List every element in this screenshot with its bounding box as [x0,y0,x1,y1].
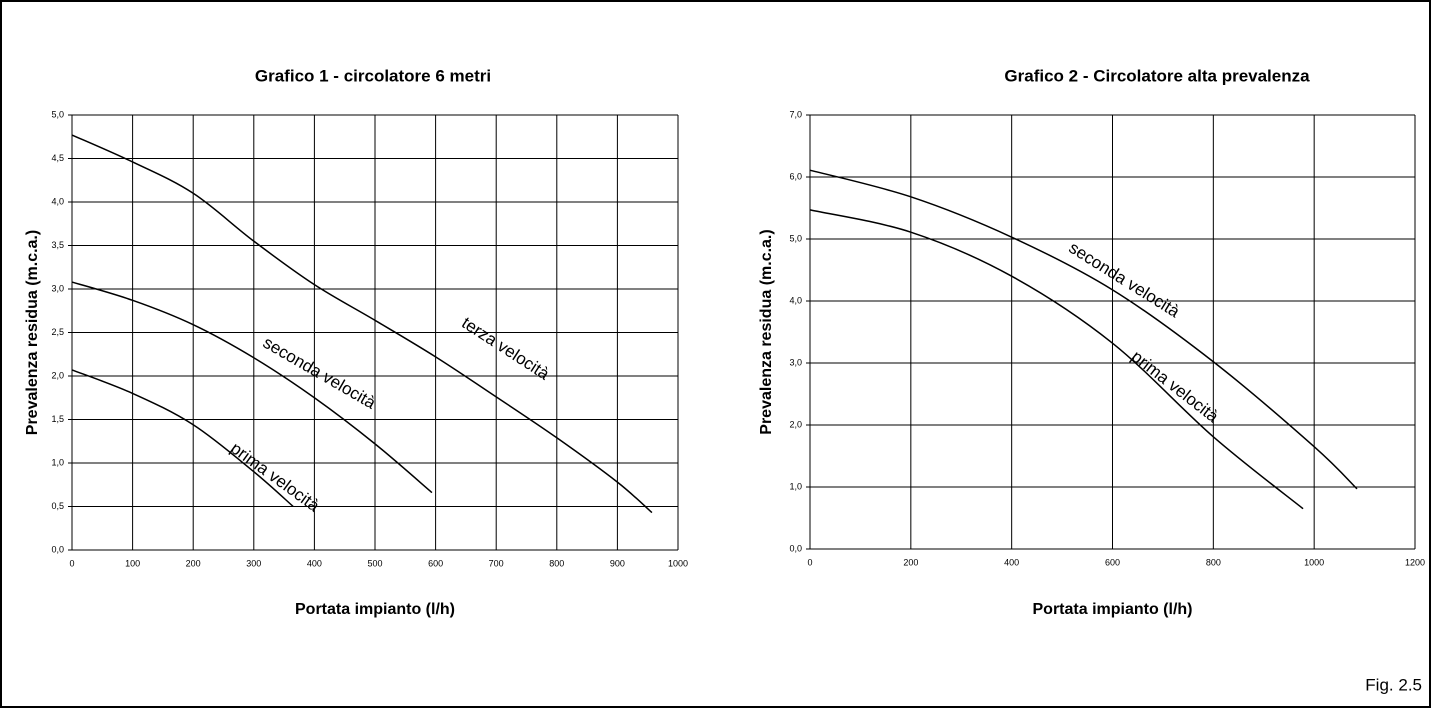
x-tick-label: 600 [1105,557,1120,567]
y-tick-label: 0,0 [51,544,64,554]
y-tick-label: 5,0 [789,233,802,243]
x-tick-label: 200 [903,557,918,567]
y-tick-label: 0,5 [51,501,64,511]
x-tick-label: 1000 [1304,557,1324,567]
figure-label: Fig. 2.5 [1365,675,1422,694]
y-tick-label: 6,0 [789,171,802,181]
x-tick-label: 1000 [668,558,688,568]
x-tick-label: 0 [807,557,812,567]
y-tick-label: 3,0 [789,357,802,367]
y-tick-label: 5,0 [51,109,64,119]
curve [71,369,294,508]
y-tick-label: 7,0 [789,109,802,119]
x-tick-label: 100 [125,558,140,568]
y-tick-label: 0,0 [789,543,802,553]
x-axis-label: Portata impianto (l/h) [295,601,455,618]
x-tick-label: 400 [1004,557,1019,567]
x-tick-label: 300 [246,558,261,568]
curve [809,209,1304,510]
x-tick-label: 900 [610,558,625,568]
y-tick-label: 1,0 [51,457,64,467]
y-tick-label: 1,5 [51,414,64,424]
curve-label: terza velocità [458,313,553,384]
y-axis-label: Prevalenza residua (m.c.a.) [24,230,41,435]
y-tick-label: 3,0 [51,283,64,293]
curve [809,169,1358,490]
curve-label: seconda velocità [1066,238,1184,322]
curve [71,281,433,494]
chart-title: Grafico 1 - circolatore 6 metri [255,66,491,85]
y-tick-label: 2,5 [51,327,64,337]
y-tick-label: 4,0 [789,295,802,305]
x-axis-label: Portata impianto (l/h) [1033,601,1193,618]
x-tick-label: 1200 [1405,557,1425,567]
curve [71,134,653,514]
x-tick-label: 700 [489,558,504,568]
x-tick-label: 500 [367,558,382,568]
y-tick-label: 3,5 [51,240,64,250]
y-tick-label: 1,0 [789,481,802,491]
x-tick-label: 800 [549,558,564,568]
x-tick-label: 400 [307,558,322,568]
x-tick-label: 200 [186,558,201,568]
y-tick-label: 2,0 [51,370,64,380]
x-tick-label: 0 [69,558,74,568]
x-tick-label: 600 [428,558,443,568]
x-tick-label: 800 [1206,557,1221,567]
curve-label: prima velocità [227,438,323,515]
y-axis-label: Prevalenza residua (m.c.a.) [758,229,775,434]
chart-title: Grafico 2 - Circolatore alta prevalenza [1004,66,1310,85]
y-tick-label: 4,0 [51,196,64,206]
y-tick-label: 2,0 [789,419,802,429]
y-tick-label: 4,5 [51,153,64,163]
